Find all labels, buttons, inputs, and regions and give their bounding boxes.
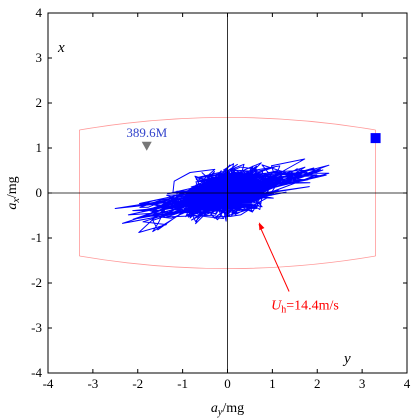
marker-label: 389.6M (126, 125, 167, 140)
y-tick-label: 2 (36, 95, 43, 110)
y-tick-label: 3 (36, 50, 43, 65)
marker-triangle (141, 141, 152, 151)
x-tick-label: 3 (359, 376, 366, 391)
labels-layer: x y ay/mg ax/mg 389.6M Uh=14.4m/s (5, 40, 351, 418)
y-tick-label: 1 (36, 140, 43, 155)
x-tick-label: 4 (404, 376, 411, 391)
y-tick-label: -4 (31, 365, 42, 380)
annotation-arrow-line (258, 224, 290, 292)
y-tick-label: -2 (31, 275, 42, 290)
corner-label-top-left: x (57, 40, 65, 56)
axes-layer: -4 -3 -2 -1 0 1 2 3 4 -4 -3 -2 -1 0 1 2 3 4 (31, 5, 411, 391)
y-axis-title: ax/mg (5, 176, 22, 209)
x-axis-title: ay/mg (211, 401, 244, 418)
y-tick-label: -3 (31, 320, 42, 335)
annotation-label: Uh=14.4m/s (271, 299, 339, 316)
annotation-arrow-head (258, 222, 265, 231)
y-tick-label: -1 (31, 230, 42, 245)
marker-square (370, 133, 381, 144)
x-tick-label: -3 (87, 376, 98, 391)
y-tick-label: 4 (36, 5, 43, 20)
series-orbit (114, 158, 330, 233)
y-tick-label: 0 (36, 185, 43, 200)
x-tick-label: -4 (43, 376, 54, 391)
x-tick-label: 2 (314, 376, 321, 391)
corner-label-bottom-right: y (342, 351, 351, 367)
plot-layer (79, 117, 381, 269)
x-tick-label: 1 (269, 376, 276, 391)
x-tick-label: 0 (224, 376, 231, 391)
x-tick-label: -2 (132, 376, 143, 391)
x-tick-label: -1 (177, 376, 188, 391)
